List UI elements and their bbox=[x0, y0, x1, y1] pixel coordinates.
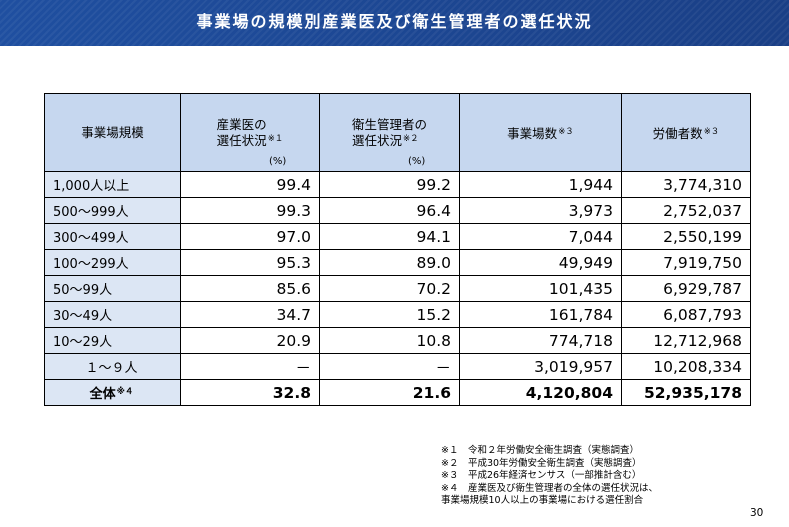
cell-total-doctor: 32.8 bbox=[180, 379, 320, 406]
header-workplaces-label: 事業場数 bbox=[507, 125, 558, 141]
table-row: 100～299人 95.3 89.0 49,949 7,919,750 bbox=[44, 249, 751, 276]
table-row: 50～99人 85.6 70.2 101,435 6,929,787 bbox=[44, 275, 751, 302]
cell-workers: 7,919,750 bbox=[621, 249, 751, 276]
header-doctor: 産業医の 選任状況※１ (%) bbox=[180, 93, 320, 172]
header-scale-label: 事業場規模 bbox=[81, 125, 144, 140]
cell-manager: 70.2 bbox=[319, 275, 460, 302]
cell-workplaces: 3,019,957 bbox=[459, 353, 622, 380]
cell-workers: 10,208,334 bbox=[621, 353, 751, 380]
table-row: １～９人 － － 3,019,957 10,208,334 bbox=[44, 353, 751, 380]
cell-manager: 94.1 bbox=[319, 223, 460, 250]
table-row: 300～499人 97.0 94.1 7,044 2,550,199 bbox=[44, 223, 751, 250]
footnote-1: ※１ 令和２年労働安全衛生調査（実態調査） bbox=[441, 445, 639, 456]
header-doctor-label: 産業医の 選任状況※１ bbox=[217, 117, 284, 148]
table-row: 10～29人 20.9 10.8 774,718 12,712,968 bbox=[44, 327, 751, 354]
header-workplaces-note: ※３ bbox=[558, 126, 574, 137]
cell-workers: 2,550,199 bbox=[621, 223, 751, 250]
cell-scale: 30～49人 bbox=[44, 301, 181, 328]
cell-scale: 500～999人 bbox=[44, 197, 181, 224]
cell-workers: 12,712,968 bbox=[621, 327, 751, 354]
header-workers-note: ※３ bbox=[703, 126, 720, 137]
cell-workers: 2,752,037 bbox=[621, 197, 751, 224]
cell-doctor: 97.0 bbox=[180, 223, 320, 250]
cell-workplaces: 3,973 bbox=[459, 197, 622, 224]
cell-doctor: 95.3 bbox=[180, 249, 320, 276]
cell-scale: 50～99人 bbox=[44, 275, 181, 302]
header-workers: 労働者数※３ bbox=[621, 93, 751, 172]
cell-total-manager: 21.6 bbox=[319, 379, 460, 406]
table-row: 1,000人以上 99.4 99.2 1,944 3,774,310 bbox=[44, 171, 751, 198]
footnote-2: ※２ 平成30年労働安全衛生調査（実態調査） bbox=[441, 457, 642, 469]
footnote-4-continuation: 事業場規模10人以上の事業場における選任割合 bbox=[441, 495, 644, 506]
table-row: 500～999人 99.3 96.4 3,973 2,752,037 bbox=[44, 197, 751, 224]
footnote-3: ※３ 平成26年経済センサス（一部推計含む） bbox=[441, 470, 642, 481]
header-manager-line2: 選任状況 bbox=[351, 133, 402, 148]
footnote-4: ※４ 産業医及び衛生管理者の全体の選任状況は、 bbox=[441, 482, 658, 494]
page-title: 事業場の規模別産業医及び衛生管理者の選任状況 bbox=[196, 12, 593, 31]
cell-total-scale: 全体※４ bbox=[44, 379, 181, 406]
cell-workplaces: 161,784 bbox=[459, 301, 622, 328]
header-doctor-unit: (%) bbox=[269, 156, 287, 167]
table-row: 30～49人 34.7 15.2 161,784 6,087,793 bbox=[44, 301, 751, 328]
header-manager-line1: 衛生管理者の bbox=[351, 117, 427, 132]
cell-total-workers: 52,935,178 bbox=[621, 379, 751, 406]
cell-manager: － bbox=[319, 353, 460, 380]
cell-total-workplaces: 4,120,804 bbox=[459, 379, 622, 406]
header-manager-unit: (%) bbox=[408, 156, 426, 167]
cell-doctor: － bbox=[180, 353, 320, 380]
cell-manager: 15.2 bbox=[319, 301, 460, 328]
table-total-row: 全体※４ 32.8 21.6 4,120,804 52,935,178 bbox=[44, 379, 751, 406]
title-banner: 事業場の規模別産業医及び衛生管理者の選任状況 bbox=[0, 0, 789, 46]
header-workplaces: 事業場数※３ bbox=[459, 93, 622, 172]
cell-scale: 10～29人 bbox=[44, 327, 181, 354]
header-manager-note: ※２ bbox=[403, 134, 419, 144]
cell-doctor: 99.3 bbox=[180, 197, 320, 224]
cell-workplaces: 49,949 bbox=[459, 249, 622, 276]
header-workers-label: 労働者数 bbox=[652, 125, 703, 141]
footnotes: ※１ 令和２年労働安全衛生調査（実態調査） ※２ 平成30年労働安全衛生調査（実… bbox=[441, 445, 658, 508]
cell-manager: 99.2 bbox=[319, 171, 460, 198]
header-doctor-line1: 産業医の bbox=[216, 117, 267, 132]
header-manager: 衛生管理者の 選任状況※２ (%) bbox=[319, 93, 460, 172]
cell-workplaces: 1,944 bbox=[459, 171, 622, 198]
appointment-status-table: 事業場規模 産業医の 選任状況※１ (%) 衛生管理者の 選任状況※２ (%) … bbox=[44, 93, 751, 406]
cell-workplaces: 101,435 bbox=[459, 275, 622, 302]
cell-scale: 1,000人以上 bbox=[44, 171, 181, 198]
cell-workers: 3,774,310 bbox=[621, 171, 751, 198]
header-manager-label: 衛生管理者の 選任状況※２ bbox=[352, 117, 427, 148]
cell-scale: １～９人 bbox=[44, 353, 181, 380]
cell-doctor: 85.6 bbox=[180, 275, 320, 302]
cell-doctor: 99.4 bbox=[180, 171, 320, 198]
cell-workplaces: 774,718 bbox=[459, 327, 622, 354]
cell-workers: 6,087,793 bbox=[621, 301, 751, 328]
cell-doctor: 34.7 bbox=[180, 301, 320, 328]
header-doctor-line2: 選任状況 bbox=[216, 133, 267, 148]
page-number: 30 bbox=[750, 507, 764, 519]
header-scale: 事業場規模 bbox=[44, 93, 181, 172]
cell-manager: 89.0 bbox=[319, 249, 460, 276]
cell-workplaces: 7,044 bbox=[459, 223, 622, 250]
cell-manager: 10.8 bbox=[319, 327, 460, 354]
total-scale-label: 全体 bbox=[89, 387, 116, 402]
cell-scale: 300～499人 bbox=[44, 223, 181, 250]
cell-doctor: 20.9 bbox=[180, 327, 320, 354]
total-scale-note: ※４ bbox=[116, 387, 134, 397]
cell-workers: 6,929,787 bbox=[621, 275, 751, 302]
cell-scale: 100～299人 bbox=[44, 249, 181, 276]
header-doctor-note: ※１ bbox=[267, 134, 284, 144]
table-header-row: 事業場規模 産業医の 選任状況※１ (%) 衛生管理者の 選任状況※２ (%) … bbox=[44, 93, 751, 172]
banner-pattern bbox=[0, 0, 789, 46]
cell-manager: 96.4 bbox=[319, 197, 460, 224]
